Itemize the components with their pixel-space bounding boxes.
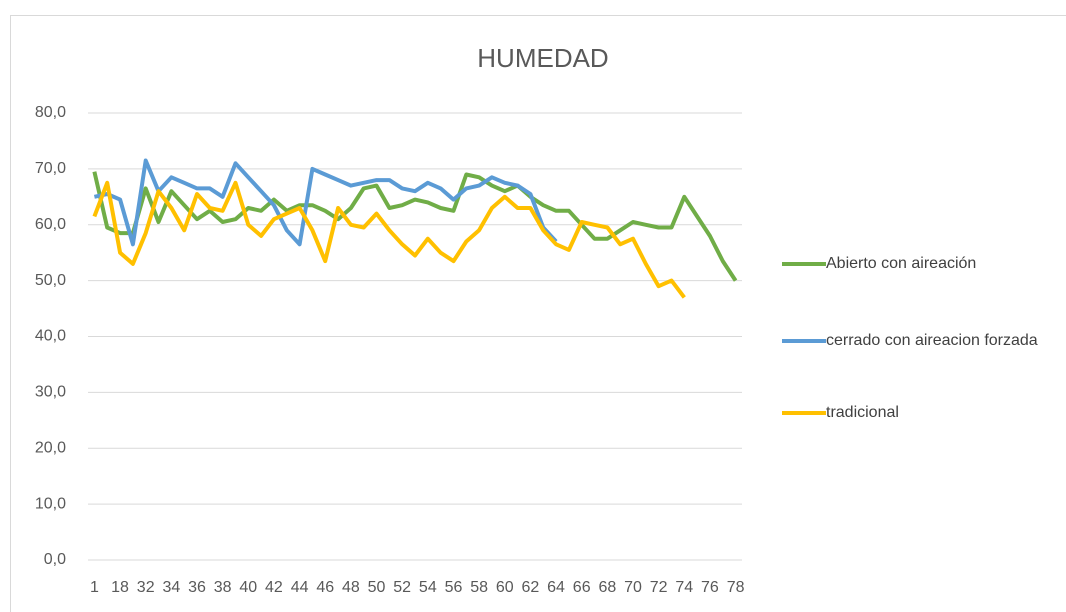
x-tick-label: 66 xyxy=(573,579,591,596)
x-tick-label: 36 xyxy=(188,579,206,596)
y-tick-label: 10,0 xyxy=(35,495,66,512)
x-tick-label: 48 xyxy=(342,579,360,596)
x-tick-label: 46 xyxy=(316,579,334,596)
x-tick-label: 78 xyxy=(727,579,745,596)
y-tick-label: 0,0 xyxy=(44,551,66,568)
x-tick-label: 56 xyxy=(445,579,463,596)
x-tick-label: 50 xyxy=(368,579,386,596)
legend-label: Abierto con aireación xyxy=(826,255,977,272)
chart-title: HUMEDAD xyxy=(477,43,608,73)
x-tick-label: 18 xyxy=(111,579,129,596)
y-tick-label: 50,0 xyxy=(35,272,66,289)
x-tick-label: 34 xyxy=(162,579,180,596)
x-tick-label: 32 xyxy=(137,579,155,596)
x-tick-label: 52 xyxy=(393,579,411,596)
legend-label: tradicional xyxy=(826,404,899,421)
x-tick-label: 76 xyxy=(701,579,719,596)
y-tick-label: 80,0 xyxy=(35,104,66,121)
series-line xyxy=(92,171,738,282)
x-tick-label: 38 xyxy=(214,579,232,596)
x-tick-label: 54 xyxy=(419,579,437,596)
legend-label: cerrado con aireacion forzada xyxy=(826,332,1038,349)
x-tick-label: 44 xyxy=(291,579,309,596)
y-tick-label: 60,0 xyxy=(35,216,66,233)
x-tick-label: 72 xyxy=(650,579,668,596)
y-tick-label: 40,0 xyxy=(35,328,66,345)
x-tick-label: 60 xyxy=(496,579,514,596)
x-tick-label: 68 xyxy=(598,579,616,596)
chart-border xyxy=(10,15,1066,612)
x-tick-label: 62 xyxy=(522,579,540,596)
x-tick-label: 1 xyxy=(90,579,99,596)
y-tick-label: 70,0 xyxy=(35,160,66,177)
x-tick-label: 58 xyxy=(470,579,488,596)
x-tick-label: 74 xyxy=(675,579,693,596)
x-tick-label: 70 xyxy=(624,579,642,596)
y-tick-label: 30,0 xyxy=(35,384,66,401)
series-line xyxy=(93,158,558,247)
x-tick-label: 42 xyxy=(265,579,283,596)
y-tick-label: 20,0 xyxy=(35,439,66,456)
x-tick-label: 64 xyxy=(547,579,565,596)
x-tick-label: 40 xyxy=(239,579,257,596)
series-line xyxy=(92,180,686,299)
